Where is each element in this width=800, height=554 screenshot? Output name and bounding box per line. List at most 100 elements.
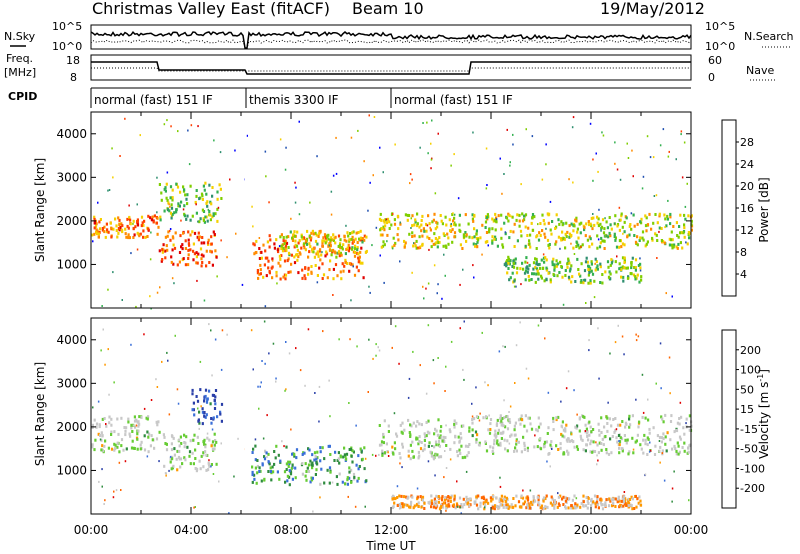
power-cell: [159, 215, 162, 219]
velocity-scatter-cell: [623, 491, 626, 493]
velocity-scatter-cell: [499, 485, 502, 488]
velocity-cell: [526, 449, 529, 453]
velocity-scatter-cell: [108, 393, 110, 396]
power-cell: [144, 235, 147, 239]
power-cell: [171, 248, 174, 252]
velocity-cell: [396, 504, 399, 507]
power-cell: [323, 233, 327, 237]
velocity-cell: [194, 448, 197, 452]
power-cell: [133, 233, 136, 237]
power-cell: [187, 253, 190, 257]
velocity-cell: [600, 431, 603, 434]
velocity-scatter-cell: [398, 507, 401, 510]
velocity-cell: [291, 452, 294, 456]
power-cell: [464, 213, 467, 217]
velocity-scatter-cell: [641, 373, 644, 376]
velocity-cell: [423, 501, 426, 505]
velocity-cell: [499, 417, 502, 420]
power-cell: [149, 216, 152, 220]
velocity-scatter-cell: [445, 509, 447, 512]
velocity-cell: [588, 420, 591, 424]
velocity-cell: [678, 422, 681, 426]
power-scatter-cell: [372, 174, 374, 177]
power-cell: [95, 228, 98, 232]
velocity-scatter-cell: [412, 350, 414, 353]
power-cell: [275, 274, 278, 278]
power-cell: [140, 215, 144, 219]
power-cell: [271, 257, 274, 261]
velocity-scatter-cell: [103, 503, 105, 505]
power-cell: [634, 266, 637, 269]
power-scatter-cell: [512, 143, 514, 146]
velocity-cell: [392, 505, 395, 509]
power-cell: [165, 196, 168, 200]
velocity-scatter-cell: [102, 328, 104, 331]
power-cell: [201, 194, 204, 198]
velocity-cell: [688, 414, 691, 418]
velocity-scatter-cell: [504, 345, 506, 348]
power-cell: [316, 250, 319, 254]
velocity-cell: [495, 423, 498, 427]
velocity-scatter-cell: [377, 346, 379, 349]
power-cell: [539, 222, 542, 225]
power-cell: [216, 197, 219, 201]
power-cell: [390, 223, 393, 227]
power-cell: [93, 232, 96, 236]
power-cell: [220, 197, 223, 200]
velocity-cell: [380, 440, 384, 444]
power-cell: [459, 229, 462, 233]
velocity-cell: [526, 503, 529, 507]
power-cell: [296, 253, 299, 256]
velocity-cell: [380, 443, 383, 447]
power-cell: [549, 278, 552, 282]
power-scatter-cell: [200, 254, 203, 257]
velocity-cell: [437, 455, 441, 459]
power-cell: [622, 275, 625, 279]
velocity-cell: [628, 417, 631, 421]
power-cell: [384, 224, 387, 228]
velocity-scatter-cell: [685, 422, 687, 425]
power-scatter-cell: [592, 213, 594, 215]
power-cell: [521, 212, 524, 216]
velocity-scatter-cell: [534, 434, 536, 437]
velocity-scatter-cell: [284, 389, 286, 392]
velocity-cell: [192, 462, 195, 466]
power-scatter-cell: [328, 244, 331, 247]
power-cell: [588, 235, 591, 239]
velocity-cell: [562, 503, 565, 506]
velocity-cell: [474, 500, 477, 504]
velocity-cell: [383, 419, 386, 423]
power-cell: [668, 237, 671, 241]
power-scatter-cell: [434, 192, 437, 195]
velocity-cell: [337, 451, 340, 455]
power-cell: [645, 216, 648, 220]
velocity-scatter-cell: [100, 349, 102, 352]
velocity-cell: [543, 443, 546, 447]
power-cell: [676, 234, 679, 237]
velocity-cell: [290, 466, 293, 470]
velocity-cell: [606, 429, 609, 433]
power-cell: [127, 226, 130, 230]
velocity-cell: [306, 466, 309, 470]
power-cell: [289, 230, 292, 234]
velocity-cell: [173, 453, 176, 457]
velocity-cbar-frame: [721, 329, 737, 509]
velocity-cell: [426, 430, 429, 434]
velocity-scatter-cell: [211, 428, 214, 431]
velocity-cell: [117, 432, 120, 436]
velocity-cell: [501, 417, 504, 420]
velocity-cell: [506, 439, 509, 443]
power-cell: [172, 262, 175, 266]
power-cell: [106, 228, 109, 232]
velocity-cell: [578, 417, 581, 421]
power-cell: [666, 214, 669, 218]
velocity-cell: [214, 389, 218, 392]
velocity-cell: [204, 394, 207, 398]
velocity-cell: [343, 446, 346, 450]
velocity-scatter-cell: [168, 413, 171, 416]
velocity-cell: [169, 460, 172, 464]
velocity-cell: [204, 443, 207, 447]
velocity-scatter-cell: [484, 506, 486, 509]
power-cell: [521, 261, 524, 265]
